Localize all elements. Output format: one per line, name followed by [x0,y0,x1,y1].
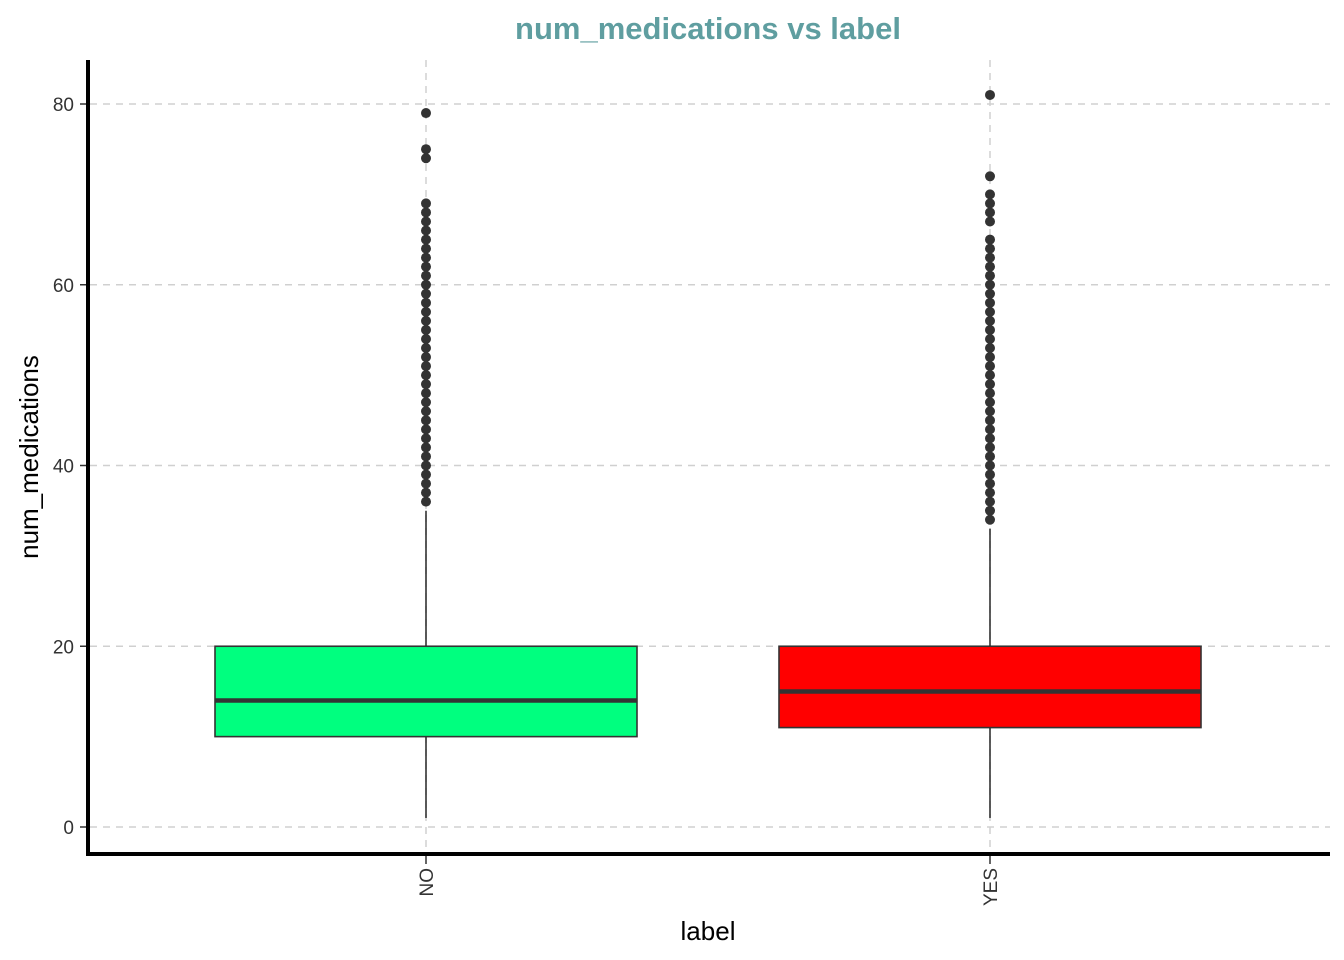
y-axis-ticks: 0 20 40 60 80 [53,95,88,839]
outlier-point-no [421,279,431,290]
outlier-point-yes [985,442,995,453]
iqr-box-yes [778,645,1202,729]
x-tick-label-yes: YES [981,868,1002,906]
x-axis-title: label [681,916,736,946]
outlier-point-no [421,397,431,408]
outlier-point-no [421,361,431,372]
outlier-point-no [421,216,431,227]
y-tick-label-80: 80 [53,95,74,116]
outlier-point-yes [985,352,995,363]
outlier-point-no [421,270,431,281]
outlier-point-yes [985,343,995,354]
y-tick-label-20: 20 [53,637,74,658]
x-axis-ticks: NO YES [417,856,1002,906]
outlier-point-no [421,370,431,381]
outlier-point-no [421,424,431,435]
outlier-point-no [421,333,431,344]
outlier-point-no [421,207,431,218]
outlier-point-no [421,297,431,308]
outlier-point-no [421,144,431,155]
outlier-point-yes [985,333,995,344]
outlier-point-yes [985,270,995,281]
y-tick-label-0: 0 [63,818,74,839]
outlier-point-no [421,388,431,399]
outlier-point-no [421,153,431,164]
outlier-point-no [421,415,431,426]
outlier-point-no [421,460,431,471]
outlier-point-no [421,315,431,326]
outlier-point-yes [985,252,995,263]
outlier-point-yes [985,406,995,417]
outlier-point-yes [985,415,995,426]
outlier-point-no [421,352,431,363]
y-axis-title: num_medications [14,355,44,559]
outlier-point-no [421,234,431,245]
box-layer [214,89,1202,818]
outlier-point-yes [985,243,995,254]
outlier-point-yes [985,397,995,408]
outlier-point-yes [985,89,995,100]
outlier-point-yes [985,171,995,182]
outlier-point-no [421,243,431,254]
outlier-point-no [421,198,431,209]
outlier-point-yes [985,297,995,308]
y-tick-label-60: 60 [53,276,74,297]
outlier-point-yes [985,279,995,290]
outlier-point-yes [985,189,995,200]
outlier-point-no [421,324,431,335]
outlier-point-yes [985,234,995,245]
outlier-point-no [421,108,431,119]
outlier-point-yes [985,424,995,435]
outlier-point-no [421,496,431,507]
outlier-point-yes [985,460,995,471]
outlier-point-yes [985,306,995,317]
outlier-point-no [421,306,431,317]
outlier-point-yes [985,315,995,326]
outlier-point-yes [985,288,995,299]
outlier-point-yes [985,379,995,390]
outlier-point-yes [985,505,995,516]
outlier-point-no [421,442,431,453]
outlier-point-yes [985,216,995,227]
outlier-point-no [421,406,431,417]
outlier-point-yes [985,370,995,381]
box-no [214,108,638,818]
box-yes [778,89,1202,818]
outlier-point-no [421,379,431,390]
outlier-point-yes [985,514,995,525]
chart-title: num_medications vs label [515,11,901,46]
outlier-point-no [421,487,431,498]
outlier-point-yes [985,487,995,498]
outlier-point-yes [985,207,995,218]
outlier-point-yes [985,451,995,462]
outlier-point-no [421,225,431,236]
outlier-point-yes [985,388,995,399]
outlier-point-yes [985,478,995,489]
outlier-point-no [421,478,431,489]
outlier-point-yes [985,433,995,444]
outlier-point-no [421,469,431,480]
outlier-point-yes [985,261,995,272]
outlier-point-no [421,451,431,462]
outlier-point-no [421,288,431,299]
outlier-point-yes [985,198,995,209]
outlier-point-no [421,261,431,272]
outlier-point-no [421,343,431,354]
outlier-point-yes [985,496,995,507]
outlier-point-yes [985,324,995,335]
outlier-point-no [421,252,431,263]
outlier-point-yes [985,469,995,480]
iqr-box-no [214,645,638,738]
y-tick-label-40: 40 [53,457,74,478]
outlier-point-yes [985,361,995,372]
outlier-point-no [421,433,431,444]
x-tick-label-no: NO [417,868,438,897]
